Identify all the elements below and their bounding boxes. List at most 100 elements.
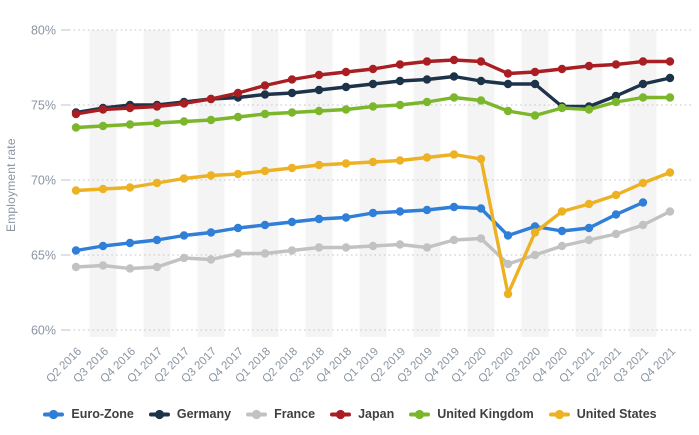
- data-point-united-states[interactable]: [233, 169, 243, 179]
- data-point-japan[interactable]: [71, 109, 81, 119]
- data-point-japan[interactable]: [179, 99, 189, 108]
- data-point-france[interactable]: [665, 207, 675, 216]
- data-point-france[interactable]: [152, 262, 162, 272]
- data-point-germany[interactable]: [611, 91, 621, 101]
- data-point-germany[interactable]: [665, 73, 675, 83]
- data-point-united-states[interactable]: [665, 168, 675, 177]
- data-point-united-kingdom[interactable]: [476, 96, 486, 105]
- data-point-germany[interactable]: [422, 75, 432, 84]
- data-point-france[interactable]: [98, 261, 108, 270]
- data-point-united-states[interactable]: [611, 190, 621, 200]
- data-point-germany[interactable]: [341, 82, 351, 92]
- data-point-japan[interactable]: [206, 94, 216, 104]
- data-point-japan[interactable]: [476, 57, 486, 66]
- data-point-france[interactable]: [530, 250, 540, 260]
- data-point-united-kingdom[interactable]: [584, 105, 594, 114]
- data-point-united-states[interactable]: [179, 174, 189, 183]
- data-point-euro-zone[interactable]: [71, 246, 81, 255]
- data-point-united-kingdom[interactable]: [665, 93, 675, 102]
- data-point-euro-zone[interactable]: [422, 205, 432, 215]
- data-point-united-kingdom[interactable]: [638, 93, 648, 102]
- data-point-germany[interactable]: [395, 76, 405, 86]
- data-point-united-states[interactable]: [449, 150, 459, 159]
- data-point-japan[interactable]: [368, 64, 378, 74]
- data-point-france[interactable]: [395, 240, 405, 249]
- data-point-germany[interactable]: [314, 85, 324, 95]
- data-point-united-states[interactable]: [395, 156, 405, 165]
- data-point-japan[interactable]: [125, 103, 135, 113]
- data-point-united-states[interactable]: [260, 166, 270, 176]
- data-point-united-states[interactable]: [422, 153, 432, 162]
- data-point-united-states[interactable]: [206, 171, 216, 180]
- data-point-france[interactable]: [233, 249, 243, 258]
- data-point-euro-zone[interactable]: [179, 231, 189, 240]
- legend-item-france[interactable]: France: [245, 407, 315, 421]
- data-point-euro-zone[interactable]: [449, 202, 459, 212]
- data-point-united-states[interactable]: [476, 154, 486, 164]
- data-point-united-states[interactable]: [71, 186, 81, 195]
- legend-item-germany[interactable]: Germany: [148, 407, 231, 421]
- data-point-euro-zone[interactable]: [611, 210, 621, 219]
- data-point-euro-zone[interactable]: [152, 235, 162, 245]
- data-point-united-states[interactable]: [341, 159, 351, 168]
- data-point-japan[interactable]: [98, 105, 108, 114]
- data-point-japan[interactable]: [665, 57, 675, 66]
- data-point-united-kingdom[interactable]: [314, 106, 324, 116]
- data-point-japan[interactable]: [584, 61, 594, 71]
- data-point-united-states[interactable]: [125, 183, 135, 192]
- data-point-france[interactable]: [611, 229, 621, 239]
- data-point-united-kingdom[interactable]: [422, 97, 432, 107]
- data-point-united-states[interactable]: [557, 207, 567, 216]
- data-point-euro-zone[interactable]: [503, 231, 513, 240]
- data-point-france[interactable]: [449, 235, 459, 245]
- data-point-united-kingdom[interactable]: [395, 100, 405, 110]
- data-point-united-kingdom[interactable]: [611, 97, 621, 107]
- data-point-euro-zone[interactable]: [368, 208, 378, 218]
- data-point-euro-zone[interactable]: [233, 223, 243, 233]
- data-point-united-kingdom[interactable]: [152, 118, 162, 128]
- data-point-euro-zone[interactable]: [206, 228, 216, 237]
- data-point-euro-zone[interactable]: [98, 241, 108, 251]
- legend-item-euro-zone[interactable]: Euro-Zone: [42, 407, 134, 421]
- legend-item-united-states[interactable]: United States: [548, 407, 657, 421]
- data-point-germany[interactable]: [287, 88, 297, 98]
- data-point-germany[interactable]: [503, 79, 513, 89]
- data-point-germany[interactable]: [638, 79, 648, 89]
- data-point-united-kingdom[interactable]: [530, 111, 540, 120]
- data-point-japan[interactable]: [611, 60, 621, 69]
- data-point-united-states[interactable]: [368, 157, 378, 167]
- data-point-united-kingdom[interactable]: [233, 112, 243, 122]
- data-point-france[interactable]: [287, 246, 297, 255]
- data-point-united-kingdom[interactable]: [125, 120, 135, 129]
- data-point-france[interactable]: [71, 262, 81, 272]
- data-point-japan[interactable]: [530, 67, 540, 77]
- data-point-euro-zone[interactable]: [287, 217, 297, 227]
- data-point-united-kingdom[interactable]: [71, 123, 81, 132]
- data-point-france[interactable]: [368, 241, 378, 251]
- data-point-germany[interactable]: [449, 72, 459, 81]
- data-point-united-kingdom[interactable]: [368, 102, 378, 111]
- data-point-euro-zone[interactable]: [557, 226, 567, 236]
- data-point-germany[interactable]: [476, 76, 486, 86]
- data-point-united-kingdom[interactable]: [206, 115, 216, 125]
- data-point-euro-zone[interactable]: [395, 207, 405, 216]
- data-point-euro-zone[interactable]: [584, 223, 594, 233]
- data-point-france[interactable]: [206, 255, 216, 264]
- data-point-united-kingdom[interactable]: [98, 121, 108, 131]
- data-point-japan[interactable]: [152, 102, 162, 111]
- data-point-united-kingdom[interactable]: [260, 109, 270, 119]
- data-point-france[interactable]: [476, 234, 486, 243]
- data-point-japan[interactable]: [503, 69, 513, 78]
- data-point-united-kingdom[interactable]: [503, 106, 513, 116]
- data-point-euro-zone[interactable]: [341, 213, 351, 222]
- data-point-france[interactable]: [638, 220, 648, 230]
- data-point-france[interactable]: [125, 264, 135, 273]
- data-point-united-kingdom[interactable]: [179, 117, 189, 126]
- data-point-france[interactable]: [179, 253, 189, 263]
- data-point-euro-zone[interactable]: [476, 204, 486, 213]
- data-point-euro-zone[interactable]: [314, 214, 324, 224]
- data-point-united-states[interactable]: [314, 160, 324, 170]
- data-point-united-states[interactable]: [287, 163, 297, 173]
- data-point-france[interactable]: [584, 235, 594, 245]
- data-point-japan[interactable]: [287, 75, 297, 84]
